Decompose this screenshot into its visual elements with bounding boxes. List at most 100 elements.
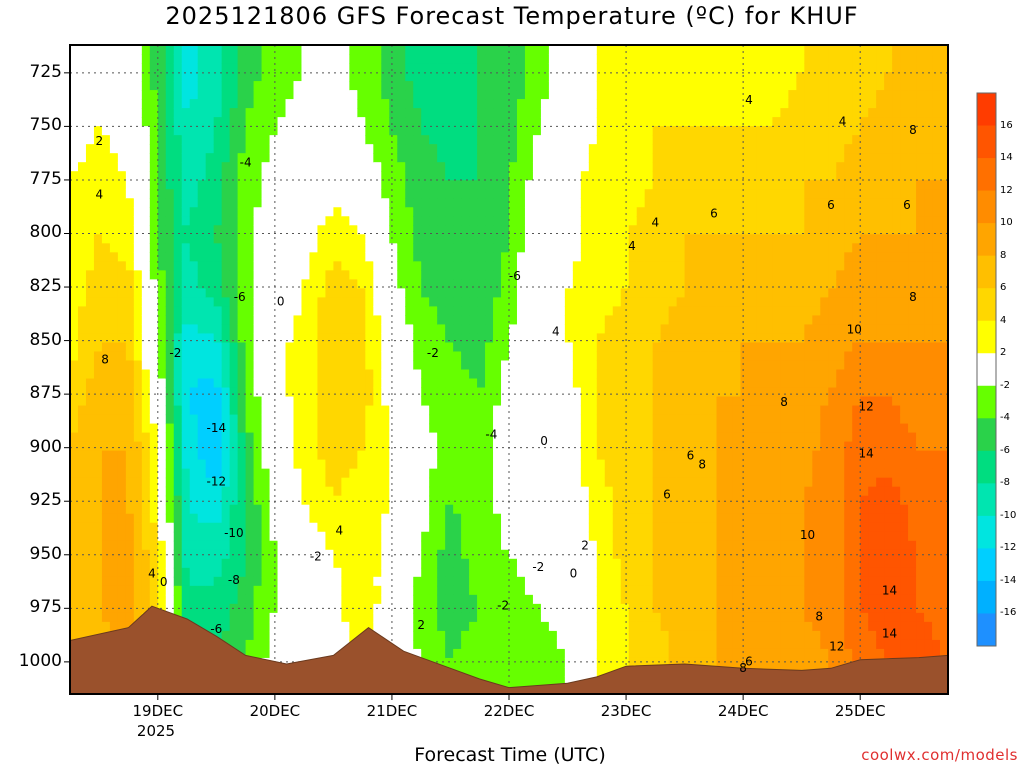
temperature-cell — [596, 153, 606, 163]
temperature-cell — [261, 567, 271, 578]
temperature-cell — [133, 297, 143, 307]
temperature-cell — [317, 81, 327, 91]
temperature-cell — [485, 459, 494, 470]
temperature-cell — [141, 495, 151, 506]
page-title: 2025121806 GFS Forecast Temperature (ºC)… — [165, 2, 859, 30]
temperature-cell — [285, 432, 295, 443]
temperature-cell — [556, 252, 566, 262]
temperature-cell — [341, 531, 350, 542]
temperature-cell — [397, 504, 406, 515]
temperature-cell — [572, 90, 582, 100]
temperature-cell — [604, 99, 614, 109]
temperature-cell — [373, 99, 382, 109]
temperature-cell — [213, 63, 223, 73]
temperature-cell — [213, 324, 223, 335]
temperature-cell — [77, 531, 87, 542]
temperature-cell — [572, 315, 582, 326]
temperature-cell — [461, 414, 470, 425]
temperature-cell — [389, 414, 398, 425]
temperature-cell — [173, 531, 183, 542]
temperature-cell — [245, 81, 255, 91]
temperature-cell — [309, 279, 319, 289]
temperature-cell — [181, 117, 191, 127]
temperature-cell — [485, 378, 494, 389]
temperature-cell — [141, 243, 151, 253]
temperature-cell — [213, 450, 223, 461]
temperature-cell — [261, 576, 271, 587]
temperature-cell — [253, 243, 263, 253]
temperature-cell — [477, 153, 486, 163]
temperature-cell — [309, 117, 319, 127]
temperature-cell — [277, 468, 287, 479]
temperature-cell — [429, 414, 438, 425]
temperature-cell — [349, 252, 358, 262]
temperature-cell — [381, 540, 390, 551]
temperature-cell — [580, 288, 590, 298]
temperature-cell — [197, 333, 207, 344]
temperature-cell — [524, 90, 534, 100]
temperature-cell — [285, 108, 295, 118]
temperature-cell — [580, 81, 590, 91]
temperature-cell — [317, 486, 327, 497]
temperature-cell — [405, 621, 414, 632]
temperature-cell — [173, 252, 183, 262]
temperature-cell — [173, 117, 183, 127]
temperature-cell — [341, 234, 350, 244]
temperature-cell — [612, 162, 622, 172]
temperature-cell — [237, 207, 247, 217]
temperature-cell — [333, 279, 342, 289]
temperature-cell — [117, 576, 127, 587]
temperature-cell — [469, 612, 478, 623]
temperature-cell — [333, 612, 342, 623]
temperature-cell — [253, 288, 263, 298]
temperature-cell — [133, 459, 143, 470]
temperature-cell — [540, 594, 550, 605]
temperature-cell — [389, 216, 398, 226]
temperature-cell — [349, 423, 358, 434]
temperature-cell — [189, 549, 199, 560]
temperature-cell — [429, 531, 438, 542]
temperature-cell — [540, 288, 550, 298]
temperature-cell — [333, 639, 342, 650]
temperature-cell — [301, 369, 311, 380]
temperature-cell — [149, 468, 159, 479]
temperature-cell — [461, 396, 470, 407]
temperature-cell — [213, 621, 223, 632]
temperature-cell — [85, 369, 95, 380]
temperature-cell — [405, 63, 414, 73]
temperature-cell — [588, 153, 598, 163]
temperature-cell — [556, 198, 566, 208]
temperature-cell — [469, 504, 478, 515]
temperature-cell — [445, 441, 454, 452]
temperature-cell — [93, 306, 103, 317]
temperature-cell — [461, 81, 470, 91]
temperature-cell — [253, 342, 263, 353]
temperature-cell — [237, 450, 247, 461]
temperature-cell — [540, 189, 550, 199]
temperature-cell — [165, 234, 175, 244]
temperature-cell — [317, 99, 327, 109]
temperature-cell — [509, 117, 518, 127]
temperature-cell — [453, 549, 462, 560]
temperature-cell — [189, 495, 199, 506]
temperature-cell — [413, 126, 422, 136]
temperature-cell — [133, 63, 143, 73]
temperature-cell — [253, 279, 263, 289]
temperature-cell — [429, 90, 438, 100]
temperature-cell — [548, 459, 558, 470]
temperature-cell — [341, 522, 350, 533]
temperature-cell — [173, 477, 183, 488]
temperature-cell — [261, 495, 271, 506]
temperature-cell — [341, 153, 350, 163]
temperature-cell — [285, 261, 295, 271]
temperature-cell — [516, 333, 526, 344]
temperature-cell — [221, 270, 231, 280]
temperature-cell — [109, 477, 119, 488]
temperature-cell — [509, 90, 518, 100]
temperature-cell — [381, 270, 390, 280]
temperature-cell — [564, 432, 574, 443]
temperature-cell — [125, 216, 135, 226]
temperature-cell — [181, 189, 191, 199]
temperature-cell — [620, 162, 630, 172]
temperature-cell — [93, 162, 103, 172]
